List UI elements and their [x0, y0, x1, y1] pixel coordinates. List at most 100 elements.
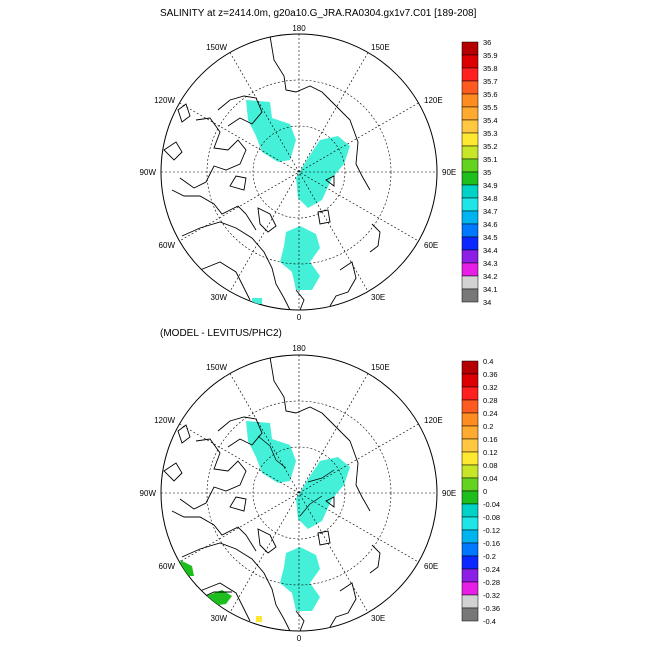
top-colorbar-label: 35.8: [483, 64, 498, 73]
top-colorbar-swatch: [461, 158, 479, 173]
bottom-colorbar-label: -0.2: [483, 552, 496, 561]
bottom-colorbar-swatch: [461, 373, 479, 388]
top-lon-90e: 90E: [442, 168, 456, 177]
top-coastlines: [163, 35, 381, 310]
top-colorbar-swatch: [461, 210, 479, 225]
bottom-coastlines: [163, 356, 381, 631]
bottom-colorbar-label: 0.4: [483, 357, 493, 366]
bottom-colorbar-label: -0.24: [483, 565, 500, 574]
bottom-colorbar-label: -0.04: [483, 500, 500, 509]
bottom-colorbar-label: -0.4: [483, 617, 496, 626]
bottom-colorbar-label: -0.12: [483, 526, 500, 535]
bottom-colorbar-swatch: [461, 451, 479, 466]
bottom-colorbar-swatch: [461, 477, 479, 492]
bottom-lon-150e: 150E: [371, 363, 390, 372]
bottom-colorbar-swatch: [461, 542, 479, 557]
bottom-lon-60e: 60E: [424, 562, 438, 571]
bottom-colorbar-label: -0.32: [483, 591, 500, 600]
top-lon-150e: 150E: [371, 43, 390, 52]
bottom-colorbar-swatch: [461, 464, 479, 479]
bottom-colorbar-swatch: [461, 360, 479, 375]
bottom-colorbar-swatch: [461, 516, 479, 531]
bottom-colorbar-label: 0.32: [483, 383, 498, 392]
top-colorbar-swatch: [461, 171, 479, 186]
bottom-colorbar-swatch: [461, 412, 479, 427]
bottom-lon-120e: 120E: [424, 416, 443, 425]
bottom-colorbar-label: 0.2: [483, 422, 493, 431]
top-colorbar-label: 34.4: [483, 246, 498, 255]
bottom-title: (MODEL - LEVITUS/PHC2): [160, 328, 282, 339]
top-colorbar-swatch: [461, 262, 479, 277]
top-lon-30e: 30E: [371, 293, 385, 302]
bottom-colorbar-swatch: [461, 568, 479, 583]
top-colorbar-swatch: [461, 119, 479, 134]
bottom-colorbar-swatch: [461, 425, 479, 440]
bottom-lon-60w: 60W: [159, 562, 176, 571]
bottom-colorbar-label: 0.08: [483, 461, 498, 470]
bottom-lon-30e: 30E: [371, 614, 385, 623]
top-colorbar-swatch: [461, 80, 479, 95]
bottom-graticule: [161, 355, 437, 631]
top-lon-0: 0: [297, 313, 302, 322]
top-lon-90w: 90W: [140, 168, 157, 177]
bottom-colorbar: 0.4 0.36 0.32 0.28 0.24 0.2 0.16 0.12 0.08 0.04 0 -…: [461, 357, 500, 626]
top-colorbar-swatch: [461, 197, 479, 212]
top-lon-30w: 30W: [211, 293, 228, 302]
bottom-colorbar-swatch: [461, 399, 479, 414]
bottom-lon-0: 0: [297, 634, 302, 643]
top-colorbar-swatch: [461, 54, 479, 69]
bottom-colorbar-label: 0.24: [483, 409, 498, 418]
bottom-colorbar-label: 0: [483, 487, 487, 496]
top-title: SALINITY at z=2414.0m, g20a10.G_JRA.RA03…: [160, 8, 477, 19]
top-lon-180: 180: [292, 24, 306, 33]
top-colorbar: 36 35.9 35.8 35.7 35.6 35.5 35.4 35.3 35.2 35.1 35…: [461, 38, 498, 307]
top-colorbar-swatch: [461, 41, 479, 56]
bottom-colorbar-label: 0.28: [483, 396, 498, 405]
top-lon-120w: 120W: [154, 96, 175, 105]
top-colorbar-swatch: [461, 249, 479, 264]
bottom-colorbar-swatch: [461, 607, 479, 622]
top-lon-60w: 60W: [159, 241, 176, 250]
bottom-colorbar-label: 0.36: [483, 370, 498, 379]
top-lon-150w: 150W: [206, 43, 227, 52]
top-colorbar-label: 36: [483, 38, 491, 47]
top-colorbar-label: 35.3: [483, 129, 498, 138]
top-colorbar-label: 35.4: [483, 116, 498, 125]
top-colorbar-swatch: [461, 275, 479, 290]
bottom-colorbar-label: 0.04: [483, 474, 498, 483]
top-colorbar-swatch: [461, 93, 479, 108]
top-colorbar-swatch: [461, 223, 479, 238]
bottom-colorbar-swatch: [461, 581, 479, 596]
top-colorbar-label: 35.2: [483, 142, 498, 151]
top-colorbar-label: 35.5: [483, 103, 498, 112]
top-lon-60e: 60E: [424, 241, 438, 250]
top-colorbar-label: 35.6: [483, 90, 498, 99]
bottom-colorbar-label: -0.28: [483, 578, 500, 587]
bottom-colorbar-label: 0.12: [483, 448, 498, 457]
top-graticule: [161, 34, 437, 310]
top-colorbar-swatch: [461, 145, 479, 160]
top-colorbar-label: 34.9: [483, 181, 498, 190]
bottom-map: 180 150E 120E 90E 60E 30E 0 30W 60W 90W …: [140, 344, 457, 643]
bottom-lon-180: 180: [292, 344, 306, 353]
bottom-lon-90e: 90E: [442, 489, 456, 498]
bottom-colorbar-swatch: [461, 594, 479, 609]
top-colorbar-label: 34.6: [483, 220, 498, 229]
top-colorbar-swatch: [461, 236, 479, 251]
bottom-colorbar-swatch: [461, 386, 479, 401]
top-colorbar-label: 34.7: [483, 207, 498, 216]
bottom-colorbar-swatch: [461, 438, 479, 453]
bottom-contours: [257, 435, 335, 517]
top-map: 180 150E 120E 90E 60E 30E 0 30W 60W 90W …: [140, 24, 457, 322]
bottom-lon-30w: 30W: [211, 614, 228, 623]
top-colorbar-label: 35.1: [483, 155, 498, 164]
bottom-colorbar-label: -0.08: [483, 513, 500, 522]
bottom-colorbar-label: -0.36: [483, 604, 500, 613]
top-colorbar-swatch: [461, 132, 479, 147]
top-lon-120e: 120E: [424, 96, 443, 105]
bottom-lon-120w: 120W: [154, 416, 175, 425]
bottom-lon-150w: 150W: [206, 363, 227, 372]
top-colorbar-swatch: [461, 184, 479, 199]
top-colorbar-swatch: [461, 67, 479, 82]
